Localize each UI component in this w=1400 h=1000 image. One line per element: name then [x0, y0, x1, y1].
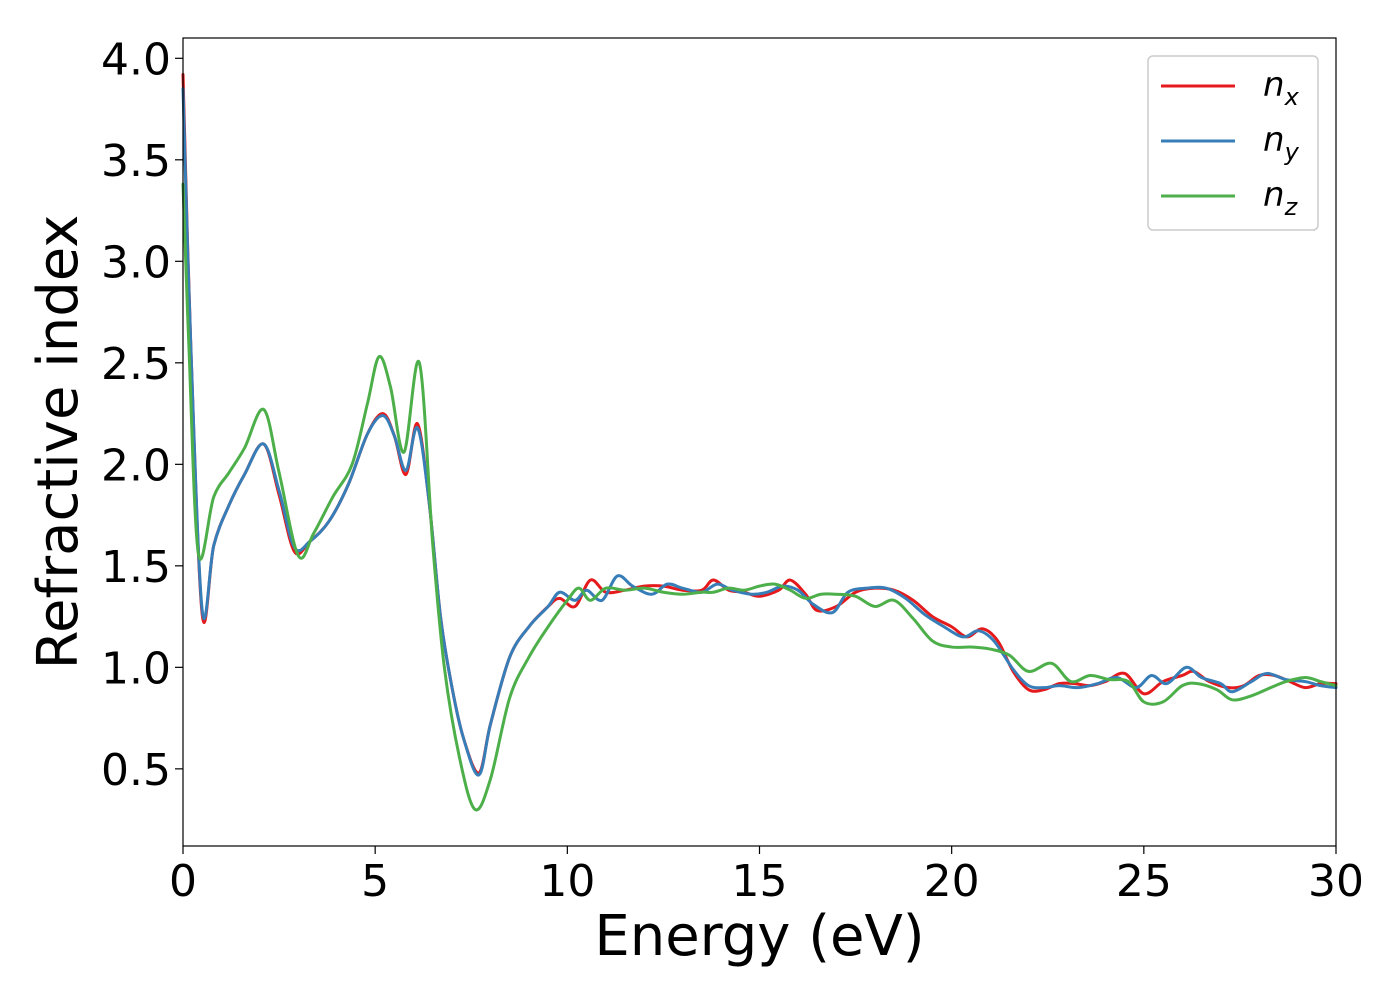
y-tick-label: 2.0: [101, 440, 171, 491]
series-line-n-z: [181, 182, 1338, 812]
y-tick-label: 3.5: [101, 136, 171, 187]
y-axis: 0.5 1.0 1.5 2.0 2.5 3.0 3.5 4.0: [101, 34, 183, 796]
legend-label-n-y: ny: [1263, 120, 1300, 166]
legend-label-subscript: y: [1284, 138, 1300, 166]
y-axis-label: Refractive index: [26, 215, 91, 670]
y-tick-label: 3.0: [101, 237, 171, 288]
x-axis: 0 5 10 15 20 25 30: [169, 846, 1364, 907]
y-tick-label: 1.5: [101, 542, 171, 593]
y-tick-label: 0.5: [101, 745, 171, 796]
legend-label-n-x: nx: [1263, 65, 1300, 111]
y-tick-label: 1.0: [101, 643, 171, 694]
legend-label-subscript: z: [1284, 193, 1299, 221]
x-axis-label: Energy (eV): [594, 904, 924, 969]
legend-box: [1147, 55, 1319, 231]
x-tick-label: 15: [732, 856, 788, 907]
x-tick-label: 25: [1116, 856, 1172, 907]
legend-label-base: n: [1263, 65, 1285, 105]
legend-label-base: n: [1263, 175, 1285, 215]
x-tick-label: 30: [1308, 856, 1364, 907]
x-tick-label: 10: [539, 856, 595, 907]
x-tick-label: 5: [361, 856, 389, 907]
x-tick-label: 0: [169, 856, 197, 907]
legend-label-subscript: x: [1284, 83, 1300, 111]
y-tick-label: 4.0: [101, 34, 171, 85]
series-layer: [181, 73, 1338, 812]
x-tick-label: 20: [924, 856, 980, 907]
legend-label-base: n: [1263, 120, 1285, 160]
y-tick-label: 2.5: [101, 339, 171, 390]
legend-label-n-z: nz: [1263, 175, 1299, 221]
